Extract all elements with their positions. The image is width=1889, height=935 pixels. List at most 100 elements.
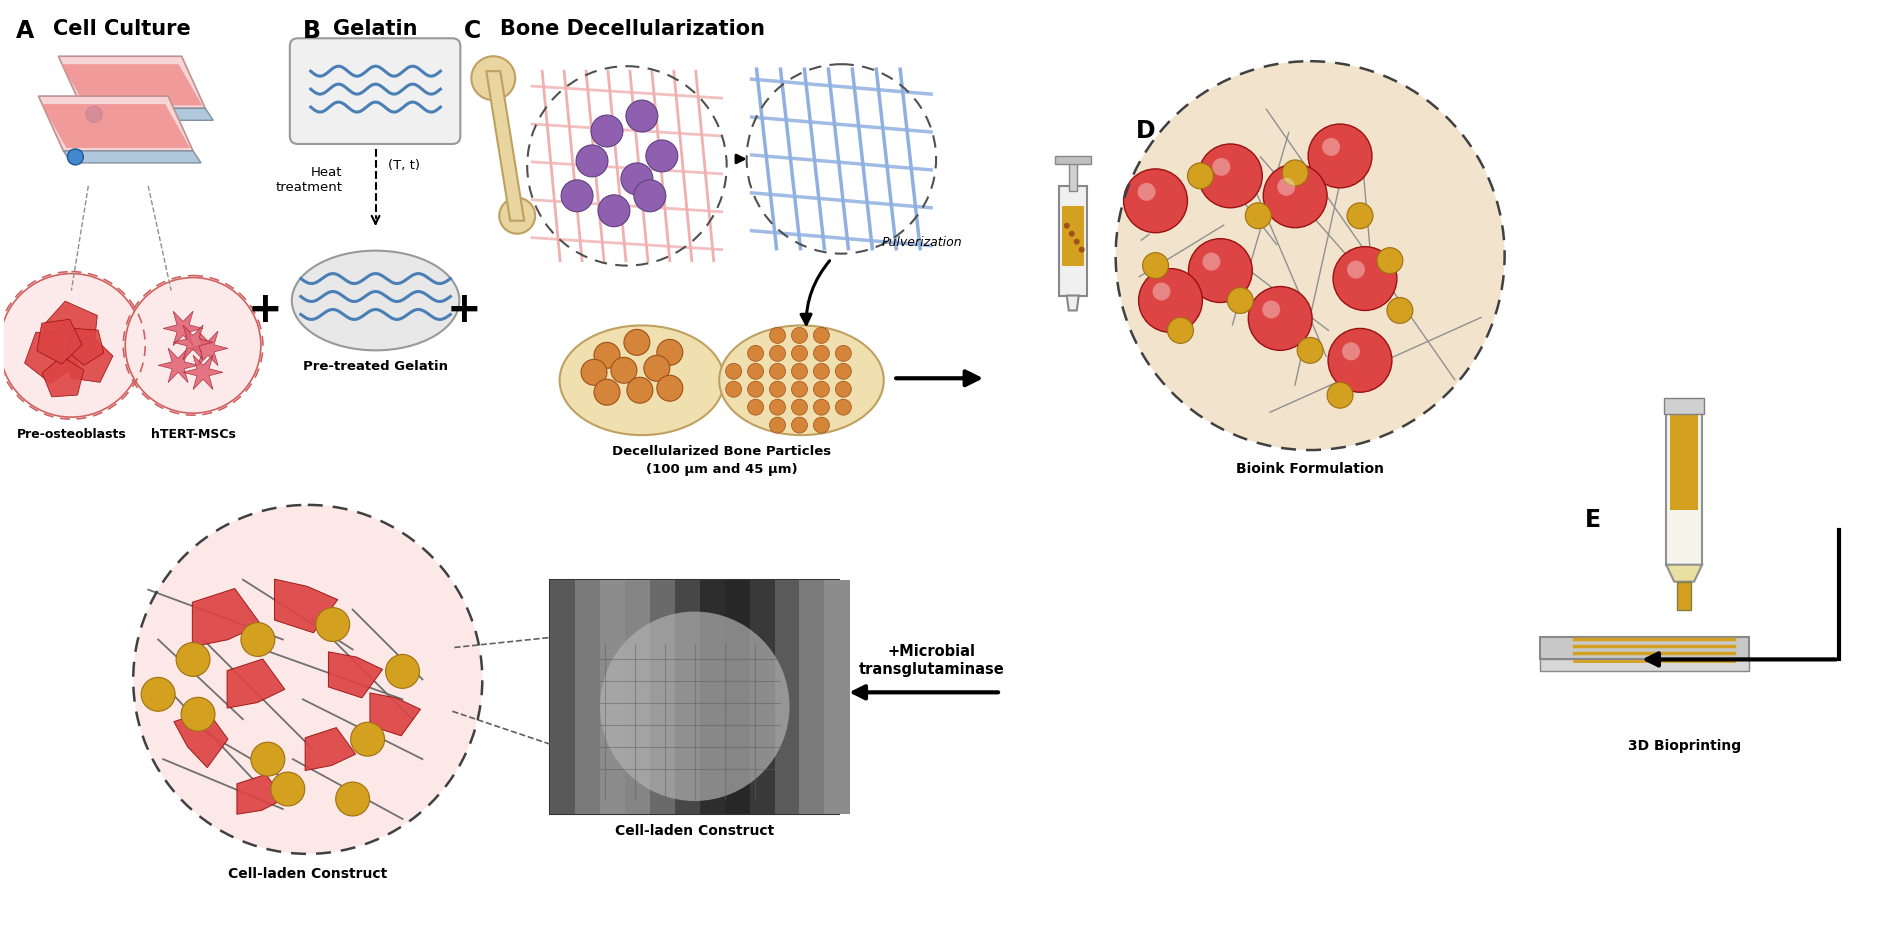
Text: B: B — [302, 20, 321, 43]
Circle shape — [644, 355, 669, 381]
Circle shape — [791, 399, 807, 415]
Circle shape — [646, 140, 678, 172]
Polygon shape — [189, 331, 229, 366]
Bar — [625, 580, 650, 814]
Circle shape — [791, 381, 807, 397]
Circle shape — [599, 611, 790, 801]
Circle shape — [1124, 169, 1186, 233]
Circle shape — [1296, 338, 1322, 364]
Bar — [1062, 206, 1082, 266]
Circle shape — [1347, 203, 1371, 229]
Polygon shape — [370, 693, 419, 736]
Bar — [1670, 410, 1696, 510]
Circle shape — [1137, 183, 1154, 201]
Circle shape — [1073, 238, 1079, 245]
Text: A: A — [15, 20, 34, 43]
Circle shape — [251, 742, 285, 776]
Circle shape — [769, 364, 786, 380]
Polygon shape — [174, 711, 229, 768]
Bar — [550, 580, 576, 814]
Bar — [574, 580, 601, 814]
Polygon shape — [81, 108, 213, 121]
Bar — [650, 580, 676, 814]
Circle shape — [791, 345, 807, 361]
Text: (T, t): (T, t) — [387, 159, 419, 172]
Bar — [1054, 156, 1090, 164]
Circle shape — [1201, 252, 1220, 270]
Circle shape — [240, 623, 274, 656]
Circle shape — [0, 274, 144, 417]
Circle shape — [1387, 297, 1413, 324]
Circle shape — [623, 329, 650, 355]
Text: Heat
treatment: Heat treatment — [276, 165, 342, 194]
Circle shape — [835, 364, 850, 380]
Bar — [550, 580, 839, 814]
Polygon shape — [329, 652, 382, 698]
Circle shape — [176, 642, 210, 676]
Circle shape — [748, 381, 763, 397]
Circle shape — [769, 399, 786, 415]
Circle shape — [68, 149, 83, 165]
Circle shape — [1226, 288, 1252, 313]
Circle shape — [835, 399, 850, 415]
Text: +: + — [446, 290, 482, 332]
Circle shape — [181, 698, 215, 731]
Circle shape — [351, 722, 383, 756]
Circle shape — [1247, 286, 1311, 351]
Circle shape — [791, 364, 807, 380]
Circle shape — [657, 339, 682, 366]
Text: Pulverization: Pulverization — [880, 236, 962, 249]
Polygon shape — [38, 319, 81, 364]
Circle shape — [499, 198, 535, 234]
Text: Cell-laden Construct: Cell-laden Construct — [614, 824, 774, 838]
Bar — [1058, 186, 1086, 295]
Polygon shape — [25, 332, 77, 383]
Polygon shape — [66, 328, 104, 366]
Circle shape — [336, 782, 370, 816]
Text: Gelatin: Gelatin — [332, 20, 417, 39]
Circle shape — [385, 654, 419, 688]
Circle shape — [1262, 164, 1326, 228]
Circle shape — [1281, 160, 1307, 186]
Polygon shape — [227, 659, 285, 708]
Circle shape — [835, 345, 850, 361]
Circle shape — [1341, 342, 1360, 360]
Circle shape — [132, 505, 482, 854]
Circle shape — [1245, 203, 1271, 229]
Circle shape — [1137, 268, 1201, 333]
Bar — [699, 580, 725, 814]
Circle shape — [1167, 318, 1192, 343]
Bar — [799, 580, 825, 814]
Circle shape — [621, 163, 652, 194]
Circle shape — [1307, 124, 1371, 188]
Text: Pre-treated Gelatin: Pre-treated Gelatin — [302, 360, 448, 373]
Text: C: C — [465, 20, 482, 43]
Circle shape — [315, 608, 349, 641]
Circle shape — [1211, 158, 1230, 176]
Circle shape — [561, 180, 593, 211]
Circle shape — [1064, 223, 1069, 229]
Circle shape — [597, 194, 629, 226]
Text: +Microbial
transglutaminase: +Microbial transglutaminase — [858, 644, 1003, 677]
Text: 3D Bioprinting: 3D Bioprinting — [1626, 740, 1740, 754]
Polygon shape — [1065, 295, 1079, 310]
Circle shape — [791, 327, 807, 343]
Circle shape — [812, 417, 829, 433]
Circle shape — [142, 677, 176, 712]
Text: Cell-laden Construct: Cell-laden Construct — [229, 867, 387, 881]
Circle shape — [769, 345, 786, 361]
Circle shape — [625, 100, 657, 132]
Bar — [824, 580, 850, 814]
Bar — [750, 580, 774, 814]
Polygon shape — [1666, 565, 1702, 582]
Polygon shape — [159, 348, 198, 382]
Circle shape — [748, 364, 763, 380]
Circle shape — [791, 417, 807, 433]
Circle shape — [1067, 231, 1075, 237]
Text: Cell Culture: Cell Culture — [53, 20, 191, 39]
Bar — [723, 580, 750, 814]
Polygon shape — [38, 96, 193, 151]
Circle shape — [87, 107, 102, 122]
Circle shape — [270, 772, 304, 806]
Bar — [774, 580, 801, 814]
